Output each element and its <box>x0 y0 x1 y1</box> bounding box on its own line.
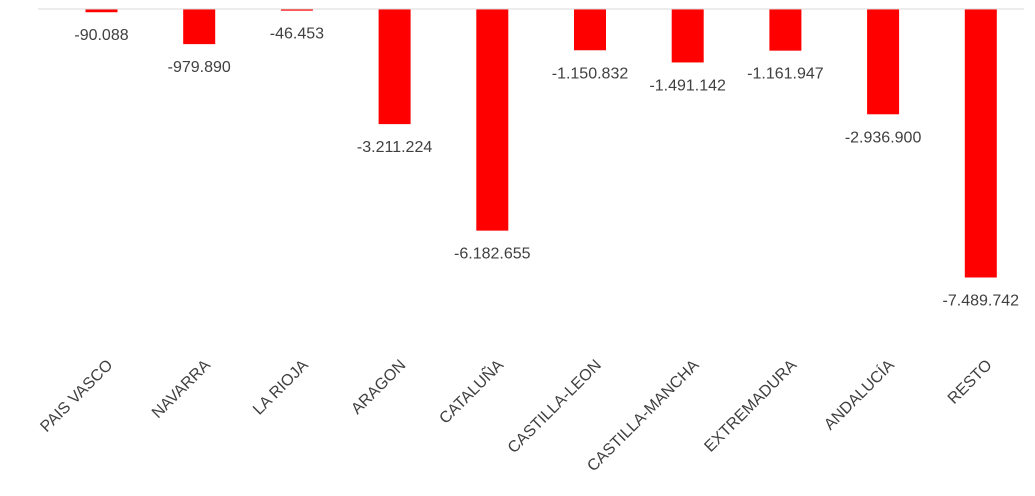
category-label: EXTREMADURA <box>701 357 800 456</box>
category-labels: PAIS VASCO NAVARRA LA RIOJA ARAGON CATALUÑAC… <box>37 354 995 475</box>
category-label: CASTILLA-MANCHA <box>584 357 702 475</box>
value-labels: -90.088 -979.890 -46.453 -3.211.224 -6.182.6… <box>74 26 1019 310</box>
category-label: CASTILLA-LEON <box>505 357 605 457</box>
bar <box>964 9 997 278</box>
category-label: ARAGON <box>348 357 409 418</box>
bar-value-label: -6.182.655 <box>454 246 531 263</box>
bar <box>867 9 900 115</box>
bars <box>85 9 997 278</box>
bar-value-label: -2.936.900 <box>845 129 922 146</box>
category-label: CATALUÑA <box>434 354 507 427</box>
bar-value-label: -979.890 <box>168 59 231 76</box>
bar <box>476 9 509 231</box>
category-label: ANDALUCÍA <box>820 355 898 433</box>
category-label: LA RIOJA <box>250 357 312 419</box>
bar <box>574 9 606 51</box>
bar <box>378 9 411 125</box>
category-label: PAIS VASCO <box>37 357 116 436</box>
bar-value-label: -1.491.142 <box>649 77 726 94</box>
bar-value-label: -7.489.742 <box>943 293 1020 310</box>
bar-value-label: -1.161.947 <box>747 66 824 83</box>
bar-value-label: -90.088 <box>74 27 128 44</box>
category-label: RESTO <box>945 357 996 408</box>
bar <box>85 9 118 13</box>
bar <box>183 9 216 45</box>
bar-value-label: -3.211.224 <box>357 139 432 156</box>
category-label: NAVARRA <box>149 357 214 422</box>
bar <box>769 9 802 51</box>
bar <box>280 9 313 11</box>
bar <box>671 9 704 63</box>
bar-value-label: -1.150.832 <box>552 65 629 82</box>
bar-value-label: -46.453 <box>270 26 324 43</box>
